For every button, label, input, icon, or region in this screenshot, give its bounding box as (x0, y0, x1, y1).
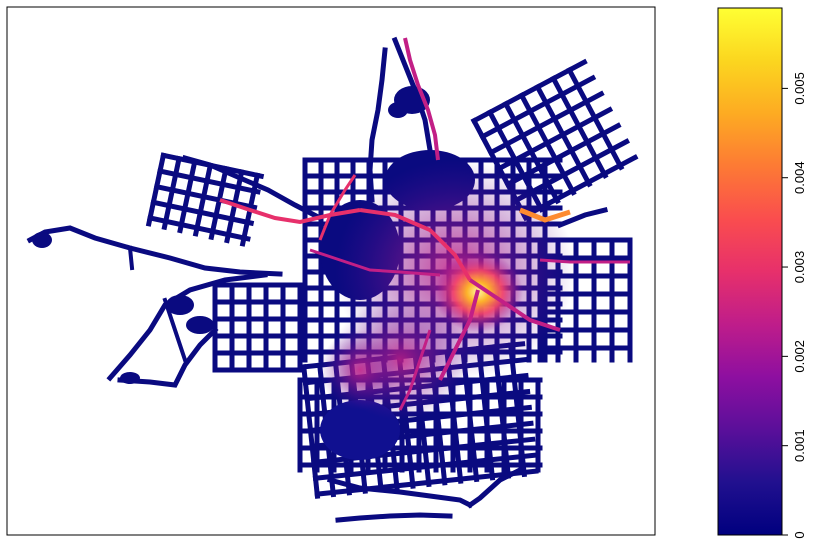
colorbar-tick-label: 0 (792, 531, 807, 538)
colorbar-tick-label: 0.005 (792, 72, 807, 105)
colorbar-tick-label: 0.004 (792, 161, 807, 194)
high-density-road (219, 198, 361, 225)
colorbar-ticks: 0 0.001 0.002 0.003 0.004 0.005 (782, 72, 807, 539)
road-segment (479, 74, 597, 141)
road-segment (192, 162, 214, 237)
road-segment (181, 154, 324, 222)
colorbar (717, 7, 783, 536)
high-density-road (359, 208, 472, 282)
road-segment (127, 245, 135, 271)
road-segment (157, 168, 261, 195)
high-density-road (398, 329, 432, 411)
road-segment (177, 159, 198, 234)
road-segment (466, 466, 524, 509)
high-density-road (403, 37, 440, 161)
road-segment (147, 215, 251, 242)
colorbar-tick-label: 0.001 (792, 429, 807, 462)
high-density-road (519, 207, 571, 223)
road-segment (314, 468, 539, 497)
high-density-roads (219, 37, 630, 411)
high-density-road (438, 289, 480, 381)
road-segment (470, 58, 588, 125)
road-cluster (186, 316, 214, 334)
colorbar-tick-label: 0.003 (792, 251, 807, 284)
road-segment (145, 152, 167, 227)
road-segment (335, 512, 453, 523)
road-segment (117, 326, 219, 388)
high-density-road (309, 248, 441, 277)
road-cluster (32, 232, 52, 248)
road-segment (487, 90, 605, 156)
high-density-road (468, 278, 561, 332)
medium-density-zone (320, 330, 400, 410)
road-segment (326, 476, 474, 509)
road-segment (161, 155, 182, 231)
road-segment (150, 199, 255, 227)
road-segment (208, 165, 229, 241)
road-segment (556, 206, 609, 229)
road-cluster (388, 102, 408, 118)
high-density-road (318, 174, 357, 241)
road-cluster (166, 295, 194, 315)
high-density-road (539, 258, 630, 264)
road-cluster (120, 372, 140, 384)
colorbar-tick-label: 0.002 (792, 340, 807, 373)
